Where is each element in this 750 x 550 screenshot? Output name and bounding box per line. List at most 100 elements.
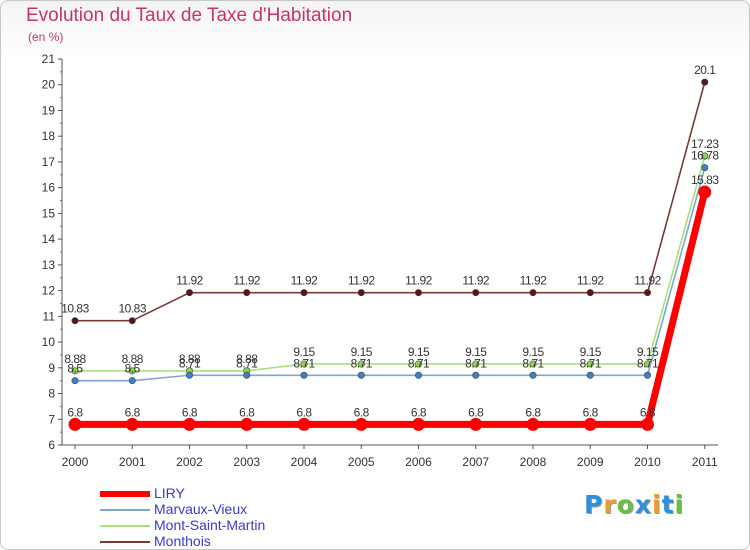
x-tick-label: 2001 bbox=[119, 455, 146, 469]
legend-item-liry: LIRY bbox=[100, 485, 360, 502]
data-label: 8.88 bbox=[236, 352, 258, 366]
data-point bbox=[68, 417, 82, 431]
y-tick-label: 6 bbox=[48, 438, 55, 452]
data-point bbox=[300, 360, 308, 368]
x-tick-label: 2007 bbox=[462, 455, 489, 469]
data-label: 6.8 bbox=[125, 405, 141, 419]
data-point bbox=[701, 152, 709, 160]
y-tick-label: 16 bbox=[42, 181, 56, 195]
data-label: 10.83 bbox=[118, 302, 146, 316]
data-label: 6.8 bbox=[296, 405, 312, 419]
legend-label-marvaux-vieux: Marvaux-Vieux bbox=[154, 501, 248, 517]
data-point bbox=[186, 289, 194, 297]
data-point bbox=[243, 289, 251, 297]
series-line-marvaux-vieux bbox=[75, 167, 706, 382]
data-label: 8.71 bbox=[236, 356, 258, 370]
x-tick-label: 2005 bbox=[348, 455, 375, 469]
data-label: 8.71 bbox=[637, 356, 659, 370]
data-point bbox=[240, 417, 254, 431]
legend: LIRY Marvaux-Vieux Mont-Saint-Martin Mon… bbox=[100, 485, 360, 550]
data-point bbox=[357, 360, 365, 368]
data-label: 6.8 bbox=[182, 405, 198, 419]
data-point bbox=[643, 289, 651, 297]
legend-swatch-monthois bbox=[100, 541, 150, 543]
data-label: 8.71 bbox=[408, 356, 430, 370]
data-point bbox=[71, 317, 79, 325]
data-point bbox=[414, 289, 422, 297]
legend-item-mont-saint-martin: Mont-Saint-Martin bbox=[100, 517, 360, 534]
data-point bbox=[128, 317, 136, 325]
data-label: 8.71 bbox=[179, 356, 201, 370]
legend-label-monthois: Monthois bbox=[154, 533, 211, 549]
data-point bbox=[701, 164, 709, 172]
data-label: 6.8 bbox=[411, 405, 427, 419]
data-label: 11.92 bbox=[291, 274, 318, 288]
y-tick-label: 21 bbox=[42, 52, 56, 66]
data-label: 6.8 bbox=[239, 405, 255, 419]
data-label: 8.71 bbox=[522, 356, 544, 370]
data-label: 11.92 bbox=[233, 274, 260, 288]
data-point bbox=[128, 367, 136, 375]
data-label: 8.88 bbox=[122, 352, 144, 366]
y-tick-label: 9 bbox=[48, 361, 55, 375]
data-label: 8.71 bbox=[580, 356, 602, 370]
data-label: 8.5 bbox=[67, 362, 83, 376]
data-label: 6.8 bbox=[640, 405, 656, 419]
data-label: 9.15 bbox=[522, 345, 544, 359]
y-tick-label: 15 bbox=[42, 206, 56, 220]
y-tick-label: 7 bbox=[48, 412, 55, 426]
data-point bbox=[183, 417, 196, 431]
data-label: 6.8 bbox=[583, 405, 599, 419]
data-point bbox=[586, 289, 594, 297]
data-label: 10.83 bbox=[61, 302, 89, 316]
data-label: 9.15 bbox=[637, 345, 659, 359]
data-labels: 6.8 6.8 6.8 6.8 6.8 6.8 6.8 6.8 6.8 6.8 6.8 15.83 8.… bbox=[61, 63, 720, 419]
data-point bbox=[469, 417, 483, 431]
data-point bbox=[586, 371, 594, 379]
data-label: 11.92 bbox=[634, 274, 661, 288]
logo-letter: i bbox=[652, 490, 662, 519]
data-label: 6.8 bbox=[67, 405, 83, 419]
data-point bbox=[414, 360, 422, 368]
data-point bbox=[300, 371, 308, 379]
data-point bbox=[125, 417, 139, 431]
data-point bbox=[300, 289, 308, 297]
data-label: 8.5 bbox=[125, 362, 141, 376]
chart-subtitle: (en %) bbox=[28, 30, 64, 44]
data-label: 11.92 bbox=[176, 274, 203, 288]
data-point bbox=[701, 78, 709, 86]
y-tick-label: 11 bbox=[43, 309, 56, 323]
y-tick-label: 18 bbox=[42, 129, 56, 143]
data-label: 17.23 bbox=[691, 137, 719, 151]
x-tick-label: 2009 bbox=[577, 455, 604, 469]
data-point bbox=[357, 371, 365, 379]
x-tick-label: 2008 bbox=[520, 455, 547, 469]
data-label: 8.71 bbox=[465, 356, 487, 370]
y-tick-label: 19 bbox=[42, 103, 56, 117]
data-label: 6.8 bbox=[525, 405, 541, 419]
data-point bbox=[586, 360, 594, 368]
data-label: 20.1 bbox=[694, 63, 716, 77]
logo-letter: i bbox=[674, 490, 685, 519]
data-label: 11.92 bbox=[462, 274, 489, 288]
data-point bbox=[529, 289, 537, 297]
data-point bbox=[71, 367, 79, 375]
legend-label-mont-saint-martin: Mont-Saint-Martin bbox=[154, 517, 266, 533]
data-point bbox=[354, 417, 368, 431]
data-label: 16.78 bbox=[691, 149, 719, 163]
data-label: 11.92 bbox=[405, 274, 432, 288]
data-point bbox=[186, 371, 194, 379]
data-point bbox=[357, 289, 365, 297]
data-label: 11.92 bbox=[348, 274, 375, 288]
data-point bbox=[472, 360, 480, 368]
y-tick-label: 20 bbox=[42, 78, 56, 92]
data-point bbox=[243, 371, 251, 379]
data-point bbox=[414, 371, 422, 379]
logo-letter: o bbox=[616, 490, 635, 519]
data-label: 9.15 bbox=[293, 345, 315, 359]
x-tick-label: 2002 bbox=[176, 455, 203, 469]
data-point bbox=[472, 371, 480, 379]
x-tick-label: 2000 bbox=[62, 455, 89, 469]
